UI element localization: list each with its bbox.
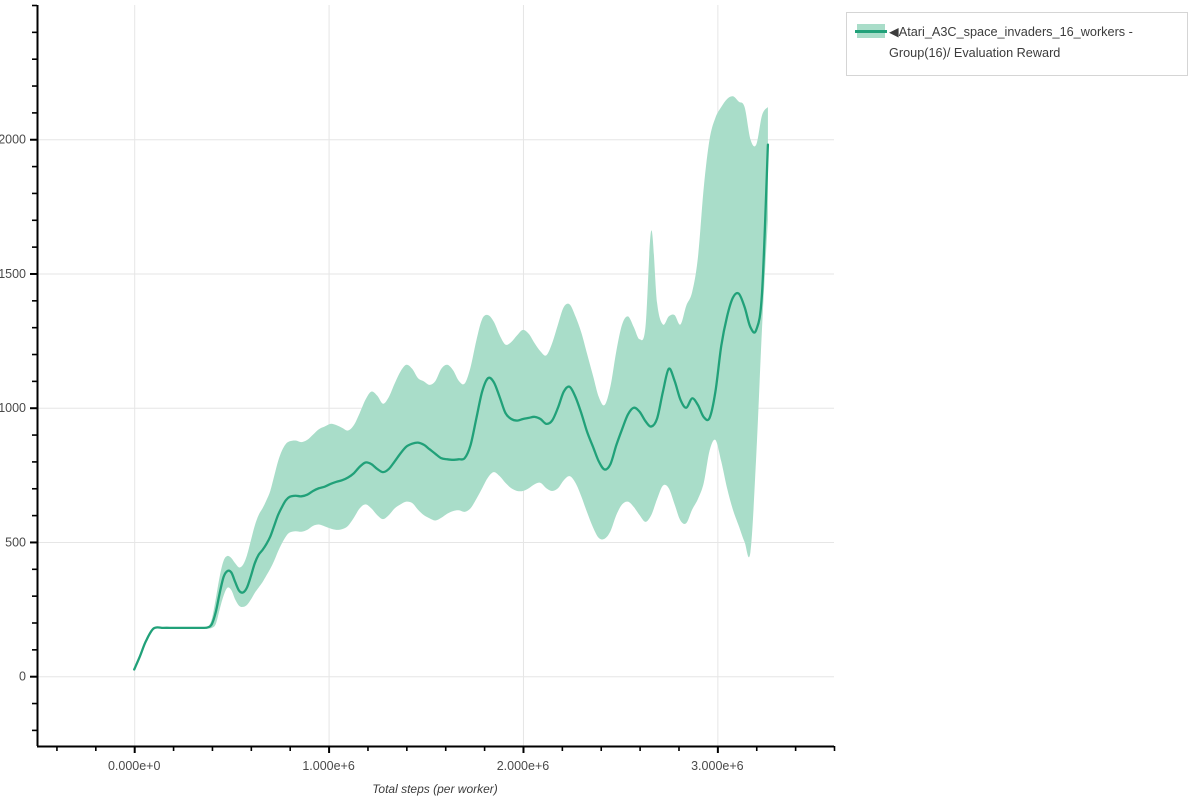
x-tick-label: 0.000e+0 — [108, 759, 161, 773]
legend-color-swatch — [855, 24, 887, 38]
y-tick-label: 2000 — [0, 133, 26, 147]
y-tick-label: 1000 — [0, 401, 26, 415]
tick-labels: 0 500 1000 1500 2000 0.000e+0 1.000e+6 2.000e+6… — [0, 133, 744, 773]
legend[interactable]: ◀Atari_A3C_space_invaders_16_workers - G… — [846, 12, 1188, 76]
mean-line — [133, 143, 770, 671]
y-tick-label: 500 — [5, 535, 26, 549]
x-tick-label: 1.000e+6 — [302, 759, 355, 773]
x-axis-title: Total steps (per worker) — [372, 782, 498, 796]
axes — [30, 4, 836, 753]
band-area-0 — [134, 96, 768, 670]
legend-entry-label: ◀Atari_A3C_space_invaders_16_workers - G… — [889, 25, 1133, 60]
x-tick-label: 3.000e+6 — [691, 759, 744, 773]
y-tick-label: 1500 — [0, 267, 26, 281]
x-tick-label: 2.000e+6 — [497, 759, 550, 773]
confidence-band — [134, 96, 768, 670]
mean-line-path-0 — [133, 143, 770, 671]
y-tick-label: 0 — [19, 670, 26, 684]
legend-line-swatch — [855, 30, 887, 33]
